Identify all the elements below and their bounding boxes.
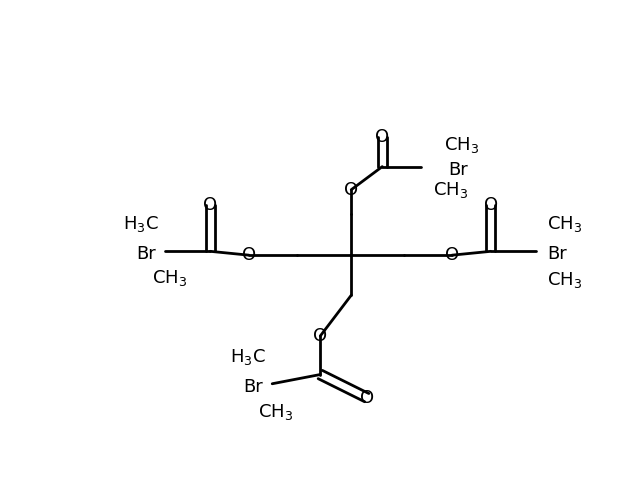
Text: O: O [375,128,389,146]
Text: CH$_3$: CH$_3$ [444,135,479,155]
Text: O: O [484,196,498,214]
Text: CH$_3$: CH$_3$ [433,180,468,200]
Text: O: O [313,327,327,345]
Text: Br: Br [243,378,263,396]
Text: CH$_3$: CH$_3$ [152,268,187,288]
Text: O: O [360,389,374,406]
Text: Br: Br [136,245,156,264]
Text: O: O [242,246,256,264]
Text: O: O [445,246,459,264]
Text: O: O [344,181,358,199]
Text: O: O [203,196,217,214]
Text: CH$_3$: CH$_3$ [547,270,582,290]
Text: Br: Br [547,245,567,264]
Text: CH$_3$: CH$_3$ [259,402,294,422]
Text: CH$_3$: CH$_3$ [547,214,582,234]
Text: H$_3$C: H$_3$C [230,347,266,367]
Text: Br: Br [448,160,468,179]
Text: H$_3$C: H$_3$C [124,214,159,234]
